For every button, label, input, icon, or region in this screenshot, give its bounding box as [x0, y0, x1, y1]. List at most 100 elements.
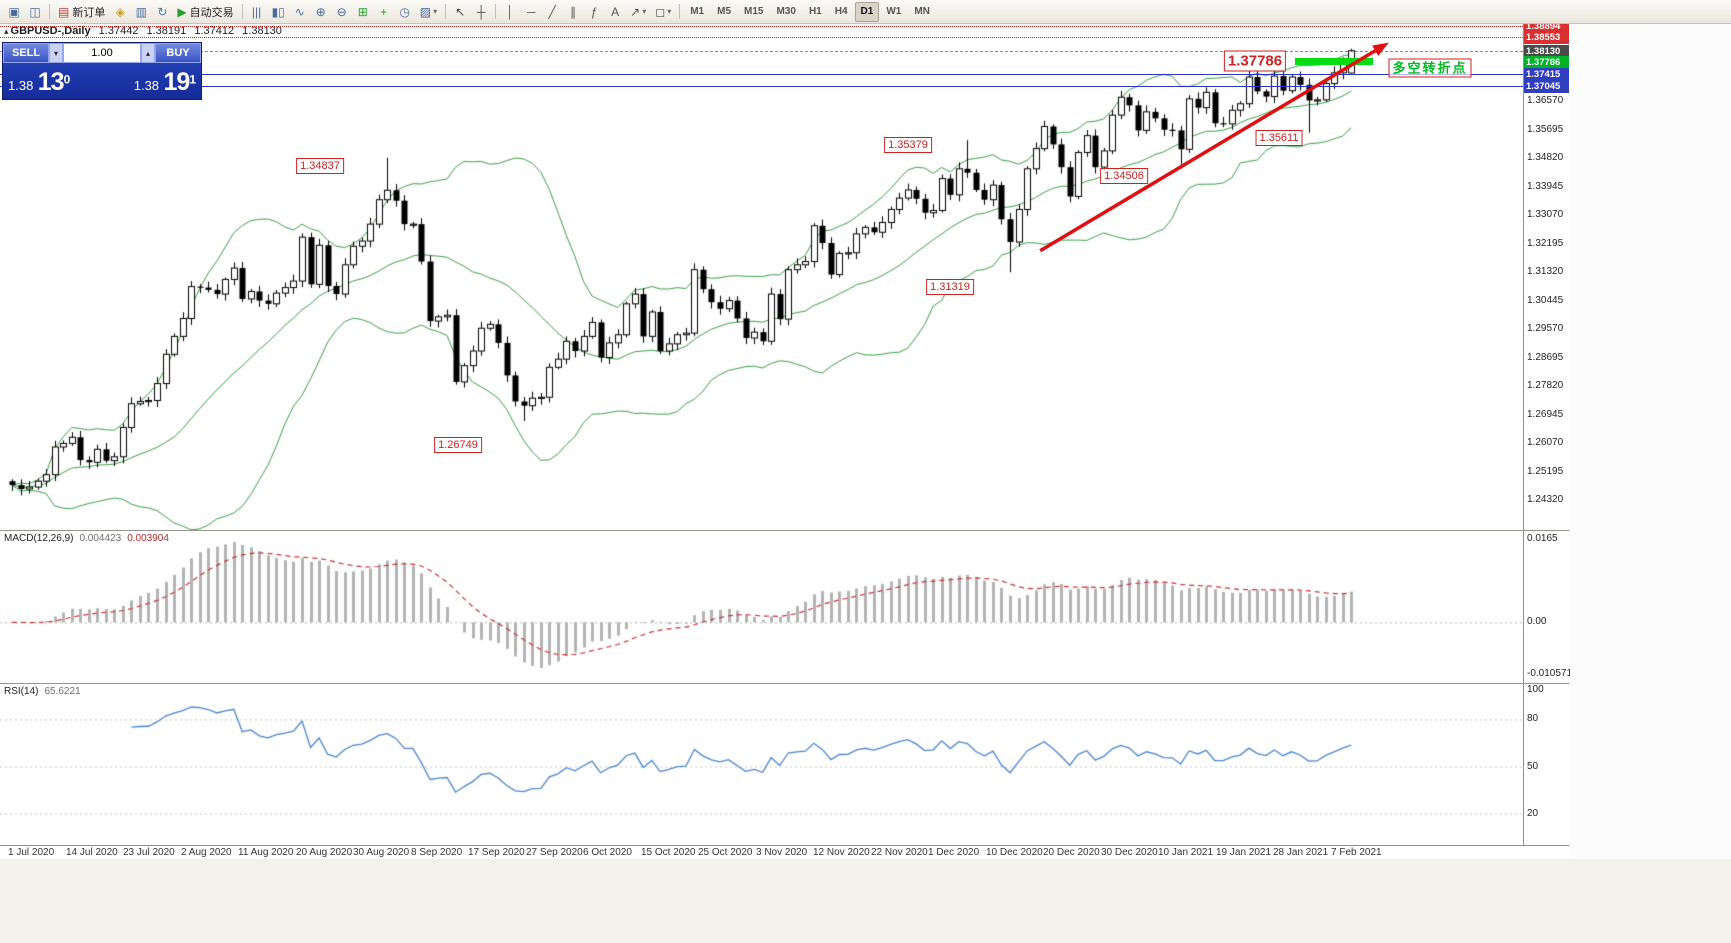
price-axis-column[interactable]: 1.36570 1.35695 1.34820 1.33945 1.33070 1.321…: [1523, 24, 1570, 859]
sell-button[interactable]: SELL: [3, 43, 49, 63]
breakout-zone-highlight[interactable]: [1295, 58, 1373, 66]
arrows-button[interactable]: ↗ ▾: [626, 2, 650, 22]
rsi-canvas[interactable]: [0, 684, 1523, 845]
templates-button[interactable]: ▨ ▾: [416, 2, 441, 22]
buy-price-button[interactable]: 1.38 191: [133, 68, 196, 96]
new-order-button[interactable]: ▤ 新订单: [54, 2, 109, 22]
indicators-button[interactable]: +: [374, 2, 394, 22]
rsi-label: RSI(14) 65.6221: [4, 686, 81, 697]
trendline-button[interactable]: ╱: [542, 2, 562, 22]
price-axis[interactable]: 1.36570 1.35695 1.34820 1.33945 1.33070 1.321…: [1524, 24, 1570, 530]
chart-annotation[interactable]: 1.35379: [884, 137, 932, 153]
zoom-out-button[interactable]: ⊖: [332, 2, 352, 22]
price-tick-label: 1.36570: [1527, 95, 1564, 106]
date-label: 23 Jul 2020: [123, 847, 175, 858]
market-watch-button[interactable]: ◈: [110, 2, 130, 22]
periods-button[interactable]: ◷: [395, 2, 415, 22]
macd-axis[interactable]: 0.0165 0.00 -0.010571: [1524, 531, 1570, 683]
line-chart-button[interactable]: ∿: [290, 2, 310, 22]
refresh-button[interactable]: ↻: [152, 2, 172, 22]
sell-price-button[interactable]: 1.38 130: [8, 68, 71, 96]
tile-windows-button[interactable]: ⊞: [353, 2, 373, 22]
data-window-button[interactable]: ▥: [131, 2, 151, 22]
lot-step-down-button[interactable]: ▾: [49, 43, 63, 63]
chart-annotation[interactable]: 1.31319: [926, 279, 974, 295]
arrows-icon: ↗: [630, 4, 641, 19]
price-tick-label: 1.32195: [1527, 238, 1564, 249]
resistance-line[interactable]: [0, 25, 1523, 27]
chart-annotation[interactable]: 1.26749: [434, 437, 482, 453]
date-label: 22 Nov 2020: [871, 847, 928, 858]
support-line[interactable]: [0, 86, 1523, 87]
bars-chart-icon: |||: [251, 4, 262, 19]
timeframe-h1-button[interactable]: H1: [808, 6, 822, 17]
zoom-in-icon: ⊕: [315, 4, 326, 19]
fibonacci-button[interactable]: ƒ: [584, 2, 604, 22]
rsi-tick-label: 80: [1527, 713, 1539, 724]
zoom-in-button[interactable]: ⊕: [311, 2, 331, 22]
price-tag: 1.38553: [1524, 31, 1569, 44]
new-chart-icon: ▣: [8, 4, 20, 19]
chart-annotation[interactable]: 1.34837: [296, 158, 344, 174]
resistance-line[interactable]: [0, 36, 1523, 38]
timeframe-m5-button[interactable]: M5: [717, 6, 732, 17]
price-tick-label: 1.26070: [1527, 437, 1564, 448]
chart-annotation[interactable]: 1.34506: [1100, 168, 1148, 184]
price-tag: 1.37786: [1524, 56, 1569, 69]
horizontal-line-button[interactable]: ─: [521, 2, 541, 22]
timeframe-m1-button[interactable]: M1: [690, 6, 705, 17]
timeframe-d1-button[interactable]: D1: [854, 1, 880, 22]
timeframe-mn-button[interactable]: MN: [914, 6, 930, 17]
date-label: 14 Jul 2020: [66, 847, 118, 858]
one-click-toggle-icon[interactable]: ▴: [4, 26, 9, 36]
lot-step-up-button[interactable]: ▴: [141, 43, 155, 63]
text-button[interactable]: A: [605, 2, 625, 22]
date-label: 19 Jan 2021: [1216, 847, 1272, 858]
price-tag: 1.38894: [1524, 24, 1569, 33]
autotrading-button[interactable]: ▶ 自动交易: [173, 2, 237, 22]
chevron-down-icon: ▾: [667, 7, 672, 16]
chart-annotation[interactable]: 1.35611: [1255, 130, 1303, 146]
lot-size-input[interactable]: [63, 43, 141, 63]
date-label: 7 Feb 2021: [1331, 847, 1382, 858]
timeframe-m15-button[interactable]: M15: [744, 6, 764, 17]
date-label: 3 Nov 2020: [756, 847, 808, 858]
date-label: 25 Oct 2020: [698, 847, 753, 858]
bars-chart-button[interactable]: |||: [247, 2, 267, 22]
shapes-button[interactable]: ◻ ▾: [651, 2, 675, 22]
toolbar-separator: [445, 4, 447, 19]
rsi-axis[interactable]: 100 80 50 20: [1524, 684, 1570, 845]
profiles-button[interactable]: ◫: [25, 2, 45, 22]
price-tick-label: 1.29570: [1527, 323, 1564, 334]
toolbar-separator: [241, 4, 243, 19]
trend-arrow[interactable]: [0, 24, 1523, 530]
chart-ohlc-readout: ▴ GBPUSD-,Daily 1.37442 1.38191 1.37412 1…: [4, 25, 287, 37]
date-label: 10 Jan 2021: [1158, 847, 1214, 858]
timeframe-w1-button[interactable]: W1: [886, 6, 902, 17]
pane-splitter[interactable]: [0, 683, 1569, 684]
vertical-line-button[interactable]: │: [500, 2, 520, 22]
text-icon: A: [611, 4, 620, 19]
support-line[interactable]: [0, 73, 1523, 75]
pane-splitter[interactable]: [0, 530, 1569, 531]
chart-annotation[interactable]: 多空转折点: [1388, 58, 1472, 78]
autotrading-button-label: 自动交易: [189, 6, 234, 19]
chevron-down-icon: ▾: [642, 7, 647, 16]
time-axis[interactable]: 1 Jul 2020 14 Jul 2020 23 Jul 2020 2 Aug 20…: [0, 845, 1569, 859]
cursor-button[interactable]: ↖: [450, 2, 470, 22]
crosshair-button[interactable]: ┼: [471, 2, 491, 22]
channel-button[interactable]: ∥: [563, 2, 583, 22]
timeframe-h4-button[interactable]: H4: [834, 6, 848, 17]
candlestick-chart-icon: ▮▯: [271, 4, 285, 19]
chart-annotation[interactable]: 1.37786: [1223, 50, 1287, 72]
market-watch-icon: ◈: [115, 4, 125, 19]
macd-canvas[interactable]: [0, 531, 1523, 683]
date-label: 6 Oct 2020: [583, 847, 632, 858]
candlestick-chart-button[interactable]: ▮▯: [268, 2, 289, 22]
date-label: 10 Dec 2020: [986, 847, 1043, 858]
timeframe-m30-button[interactable]: M30: [776, 6, 796, 17]
main-toolbar: ▣ ◫ ▤ 新订单 ◈ ▥ ↻ ▶ 自动交易 ||| ▮▯ ∿ ⊕ ⊖ ⊞ + ◷ ▨ ▾ ↖ ┼ │ ─ ╱ ∥ ƒ A ↗ ▾ ◻ ▾ M…: [0, 0, 1731, 24]
buy-button[interactable]: BUY: [155, 43, 201, 63]
price-tick-label: 1.30445: [1527, 295, 1564, 306]
new-chart-button[interactable]: ▣: [4, 2, 24, 22]
